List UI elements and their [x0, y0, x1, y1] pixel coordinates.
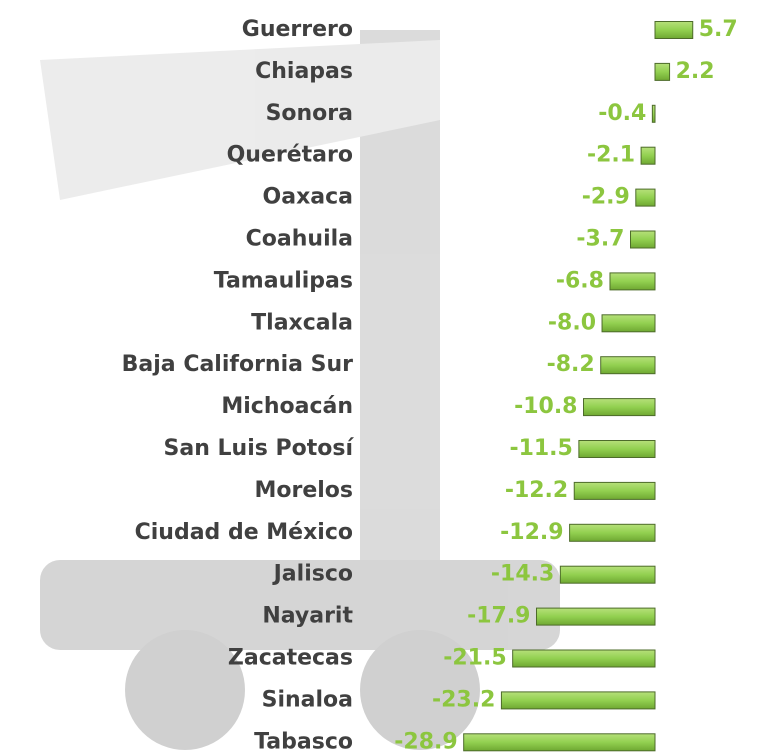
value-label: -12.9 — [500, 520, 563, 545]
bar — [569, 523, 656, 542]
bar — [640, 146, 656, 165]
watermark-shape — [40, 560, 560, 650]
category-label: Tabasco — [254, 729, 353, 754]
value-label: -11.5 — [509, 436, 572, 461]
category-label: Baja California Sur — [122, 352, 353, 377]
bar — [635, 188, 656, 207]
category-label: Chiapas — [255, 59, 353, 84]
bar — [583, 398, 656, 417]
watermark-shape — [360, 30, 440, 630]
bar — [600, 356, 656, 375]
bar — [536, 607, 656, 626]
value-label: -14.3 — [491, 562, 554, 587]
value-label: -8.0 — [548, 310, 596, 335]
bar — [654, 21, 694, 39]
value-label: -8.2 — [547, 352, 595, 377]
category-label: Guerrero — [242, 17, 353, 42]
background-watermark — [40, 30, 560, 750]
category-label: Sinaloa — [262, 687, 353, 712]
value-label: 5.7 — [699, 17, 738, 42]
category-label: Tamaulipas — [214, 268, 353, 293]
value-label: -28.9 — [394, 729, 457, 754]
bar — [601, 314, 656, 333]
category-label: Ciudad de México — [135, 520, 353, 545]
bar — [630, 230, 656, 249]
bar — [512, 649, 656, 668]
watermark-shape — [360, 630, 480, 750]
value-label: 2.2 — [676, 59, 715, 84]
value-label: -23.2 — [432, 687, 495, 712]
bar — [578, 440, 656, 458]
category-label: Sonora — [266, 101, 353, 126]
category-label: Michoacán — [221, 394, 353, 419]
category-label: Coahuila — [246, 227, 353, 252]
value-label: -17.9 — [467, 604, 530, 629]
value-label: -2.9 — [582, 185, 630, 210]
bar — [463, 733, 656, 752]
value-label: -10.8 — [514, 394, 577, 419]
value-label: -0.4 — [598, 101, 646, 126]
value-label: -3.7 — [576, 227, 624, 252]
watermark-shape — [125, 630, 245, 750]
category-label: Morelos — [254, 478, 353, 503]
value-label: -2.1 — [587, 143, 635, 168]
category-label: San Luis Potosí — [164, 436, 355, 461]
category-label: Querétaro — [227, 143, 353, 168]
watermark-shape — [40, 40, 440, 200]
category-label: Nayarit — [262, 604, 353, 629]
bar — [651, 104, 656, 123]
value-label: -12.2 — [505, 478, 568, 503]
bar — [573, 481, 656, 500]
bar — [500, 691, 656, 710]
bar — [654, 62, 671, 81]
category-label: Zacatecas — [228, 646, 353, 671]
category-label: Oaxaca — [263, 185, 353, 210]
plot: Guerrero 5.7 Chiapas 2.2 Sonora -0.4 Querétaro… — [122, 17, 738, 754]
value-label: -21.5 — [443, 646, 506, 671]
value-label: -6.8 — [556, 268, 604, 293]
category-label: Tlaxcala — [251, 310, 353, 335]
bar — [609, 272, 656, 291]
category-label: Jalisco — [272, 562, 353, 587]
bar — [559, 565, 656, 584]
